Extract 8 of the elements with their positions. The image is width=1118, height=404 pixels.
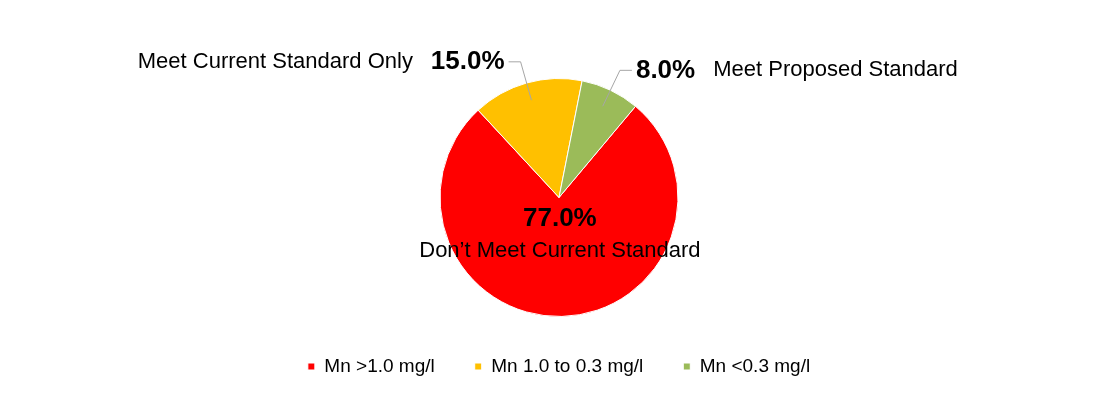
legend-label: Mn 1.0 to 0.3 mg/l [491,354,644,376]
data-label: 77.0% [523,202,597,233]
legend-label: Mn <0.3 mg/l [699,354,811,376]
legend-label: Mn >1.0 mg/l [324,354,435,376]
text: Meet Proposed Standard [713,56,958,82]
text: Meet Current Standard Only [137,47,413,73]
data-label: 15.0% [430,45,505,75]
data-label: 8.0% [635,53,696,84]
